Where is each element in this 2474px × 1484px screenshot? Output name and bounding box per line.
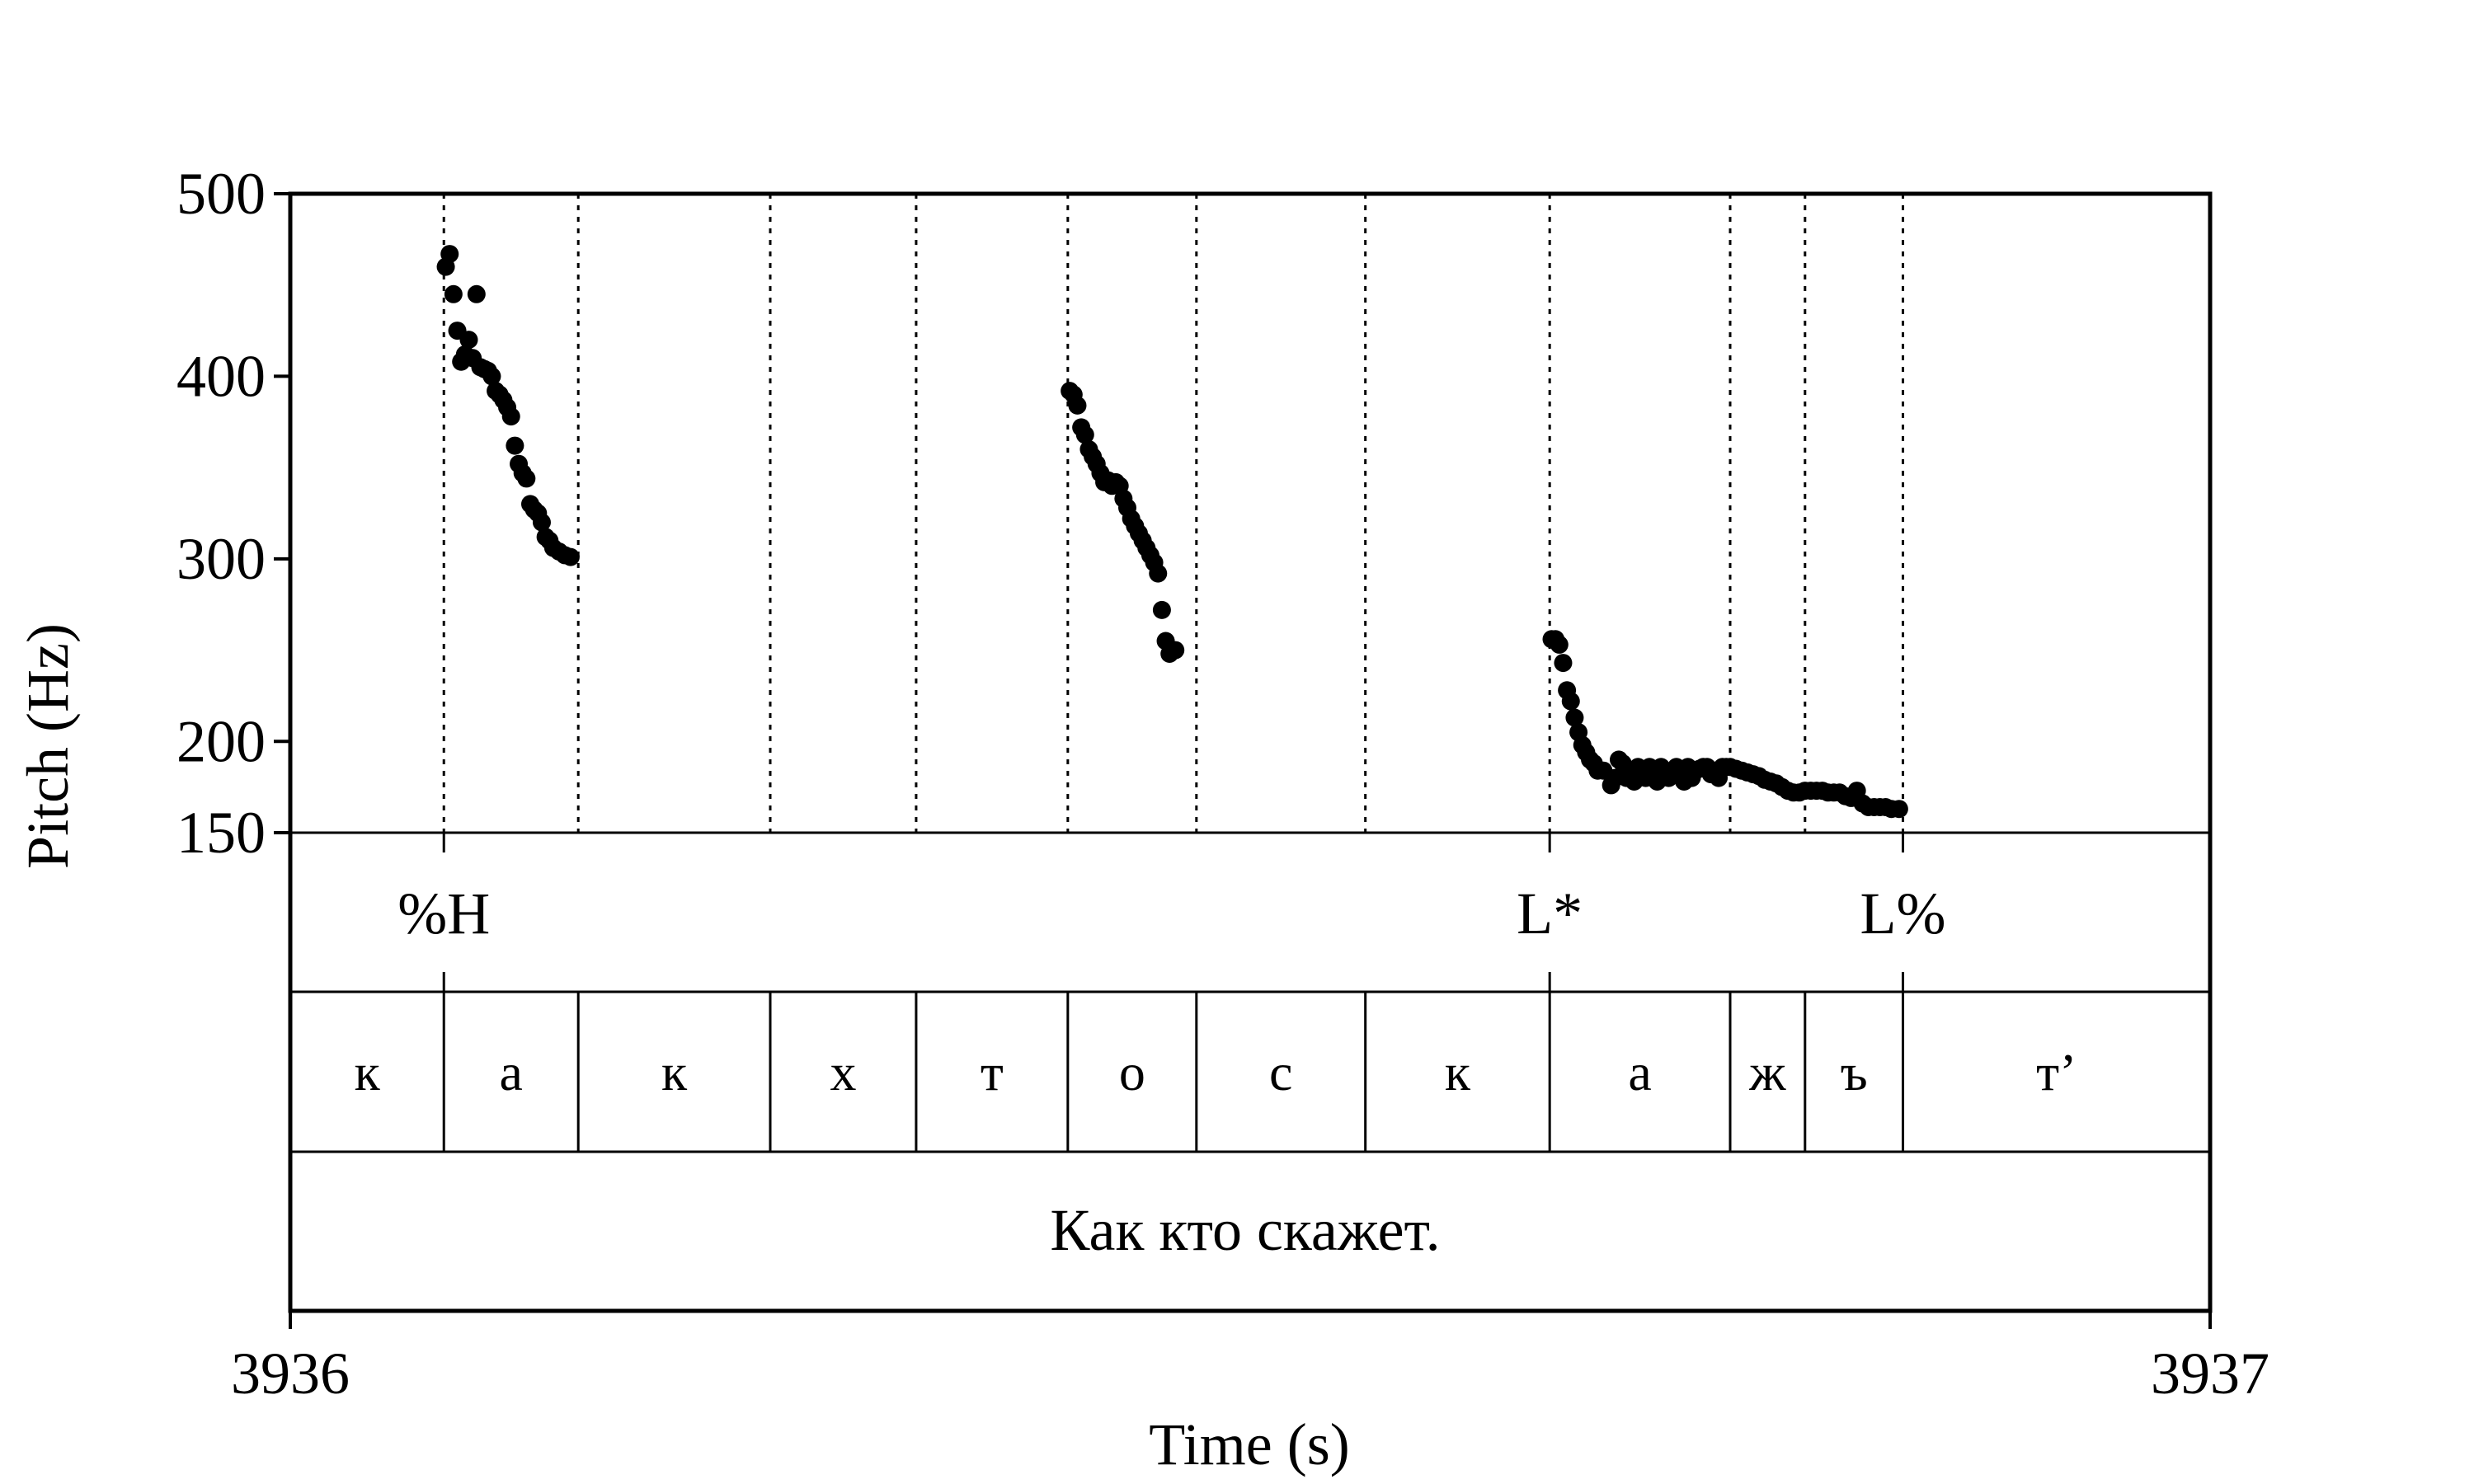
x-tick-label: 3936: [231, 1341, 350, 1407]
pitch-point: [1149, 564, 1168, 583]
pitch-point: [482, 367, 501, 386]
segment-label: т’: [2036, 1043, 2077, 1101]
pitch-point: [501, 407, 520, 426]
segment-label: с: [1269, 1043, 1292, 1101]
pitch-point: [1561, 692, 1580, 711]
x-tick-label: 3937: [2151, 1341, 2269, 1407]
pitch-point: [532, 513, 551, 532]
pitch-point: [1889, 800, 1908, 819]
pitch-point: [1550, 635, 1569, 654]
pitch-point: [1565, 708, 1584, 727]
pitch-point: [1152, 600, 1171, 619]
tone-label: L*: [1517, 881, 1583, 946]
tone-label: %H: [397, 881, 490, 946]
x-axis-title: Time (s): [1149, 1411, 1349, 1477]
tone-label: L%: [1860, 881, 1946, 946]
segment-label: к: [355, 1043, 381, 1101]
segment-label: х: [830, 1043, 856, 1101]
segment-label: ъ: [1841, 1043, 1868, 1101]
pitch-point: [1075, 425, 1094, 444]
y-tick-label: 500: [176, 161, 266, 227]
segment-label: а: [500, 1043, 523, 1101]
pitch-point: [467, 284, 486, 303]
y-tick-label: 300: [176, 526, 266, 592]
segment-label: ж: [1748, 1043, 1786, 1101]
pitch-points: [436, 245, 1908, 819]
plot-border: [288, 191, 2213, 1313]
axis-ticks: 500 400 300 200 150 3936 3937: [176, 161, 2269, 1407]
pitch-point: [1166, 641, 1185, 660]
segment-label: а: [1628, 1043, 1651, 1101]
y-axis-title: Pitch (Hz): [15, 623, 81, 869]
pitch-point: [440, 245, 459, 264]
pitch-point: [1554, 654, 1573, 673]
pitch-point: [506, 436, 524, 455]
segment-label: о: [1119, 1043, 1145, 1101]
plot-frame: [288, 191, 2213, 1313]
segment-label: т: [981, 1043, 1004, 1101]
boundary-lines: [442, 194, 1905, 833]
pitch-point: [1068, 396, 1087, 415]
y-tick-label: 150: [176, 800, 266, 866]
pitch-point: [444, 284, 463, 303]
pitch-point: [517, 469, 536, 488]
segment-label: к: [1445, 1043, 1471, 1101]
pitch-point: [459, 331, 478, 350]
annotation-tiers: %H L* L% к а к х т о с к а ж ъ т’: [355, 833, 2077, 1152]
segment-label: к: [661, 1043, 688, 1101]
y-tick-label: 200: [176, 708, 266, 774]
pitch-point: [561, 547, 580, 566]
y-tick-label: 400: [176, 343, 266, 409]
utterance-label: Как кто скажет.: [1050, 1197, 1440, 1263]
